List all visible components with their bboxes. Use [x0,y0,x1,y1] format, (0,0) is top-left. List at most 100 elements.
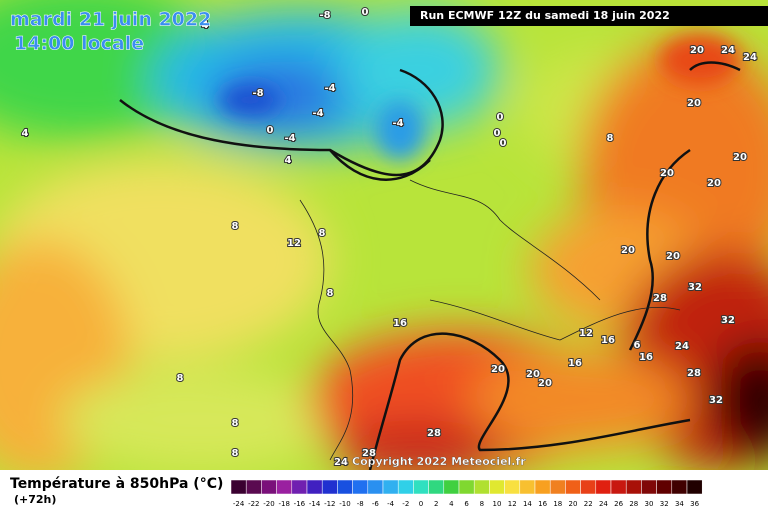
legend-label: -2 [402,500,409,508]
legend-label: -24 [233,500,245,508]
field-detail [220,35,740,160]
legend-swatch [397,479,414,495]
legend-swatch [367,479,384,495]
contour-label: -8 [319,10,330,21]
legend-label: 22 [584,500,593,508]
contour-label: 4 [22,128,29,139]
legend-label: 20 [569,500,578,508]
contour-label: 32 [688,282,702,293]
legend-swatch [230,479,247,495]
color-legend: -24 -22 -20 -18 -16 -14 -12 -10 -8 -6 -4 -2 0 2 4 6 8 10 1… [230,479,703,508]
run-info: Run ECMWF 12Z du samedi 18 juin 2022 [420,9,670,22]
legend-swatch [565,479,581,495]
contour-label: 28 [362,448,376,459]
legend-label: 26 [614,500,623,508]
legend-swatch [413,479,429,495]
legend-label: 36 [690,500,699,508]
legend-label: -10 [339,500,350,508]
contour-label: 24 [334,457,348,468]
run-banner [410,6,768,26]
coastlines [299,179,681,461]
legend-swatch [321,479,338,495]
legend-label: 28 [629,500,638,508]
contour-label: 24 [721,45,735,56]
contour-label: 20 [660,168,674,179]
legend-swatch [519,479,536,495]
contour-label: 0 [267,125,274,136]
contour-label: 20 [491,364,505,375]
contour-label: 20 [666,251,680,262]
legend-swatch [261,479,277,495]
contour-label: 20 [538,378,552,389]
contour-label: 0 [494,128,501,139]
legend-label: 14 [523,500,532,508]
contour-label: 4 [285,155,292,166]
footer-title: Température à 850hPa (°C) [10,476,223,492]
legend-label: -4 [387,500,395,508]
contour-label: 0 [500,138,507,149]
contour-label: 4 [202,20,209,31]
contour-label: 16 [568,358,582,369]
lead-time: (+72h) [14,493,56,506]
legend-swatch [245,479,262,495]
legend-label: 30 [645,500,654,508]
legend-swatch [291,479,308,495]
contour-label: 8 [177,373,184,384]
contour-label: 8 [232,418,239,429]
legend-swatch [610,479,627,495]
contour-label: 0 [362,7,369,18]
isotherm-lines [119,61,741,471]
contour-label: -4 [284,133,295,144]
legend-label: 6 [464,500,469,508]
legend-swatch [656,479,673,495]
contour-label: 8 [319,228,326,239]
legend-swatch [504,479,521,495]
legend-label: -6 [372,500,380,508]
legend-swatch [549,479,566,495]
contour-label: 24 [743,52,757,63]
legend-label: -12 [324,500,335,508]
contour-label: 16 [601,335,615,346]
legend-swatch [276,479,293,495]
legend-label: 24 [599,500,608,508]
legend-swatch [382,479,399,495]
contour-label: 6 [634,340,641,351]
legend-swatch [580,479,597,495]
legend-swatch [306,479,323,495]
contour-label: 20 [687,98,701,109]
legend-label: 2 [434,500,438,508]
legend-label: -16 [294,500,306,508]
contour-label: 20 [621,245,635,256]
contour-label: 32 [721,315,735,326]
contour-label: -4 [324,83,335,94]
legend-label: 32 [660,500,669,508]
legend-label: 12 [508,500,517,508]
contour-label: 24 [675,341,689,352]
legend-swatch [686,479,703,495]
contour-label: 8 [232,448,239,459]
legend-swatch [458,479,475,495]
legend-swatch [534,479,551,495]
legend-label: -8 [357,500,364,508]
legend-label: 34 [675,500,684,508]
legend-label: -20 [263,500,274,508]
legend-label: 4 [449,500,454,508]
contour-label: 12 [287,238,301,249]
legend-label: -22 [248,500,259,508]
contour-label: 16 [639,352,653,363]
legend-swatch [473,479,490,495]
contour-label: -4 [312,108,323,119]
contour-label: 16 [393,318,407,329]
contour-label: -8 [252,88,263,99]
legend-label: -18 [278,500,289,508]
contour-label: -4 [392,118,403,129]
contour-label: 8 [232,221,239,232]
legend-swatch [671,479,688,495]
legend-label: 18 [553,500,562,508]
legend-label: -14 [309,500,321,508]
legend-swatch [641,479,657,495]
legend-label: 0 [419,500,423,508]
copyright: Copyright 2022 Meteociel.fr [352,455,526,468]
